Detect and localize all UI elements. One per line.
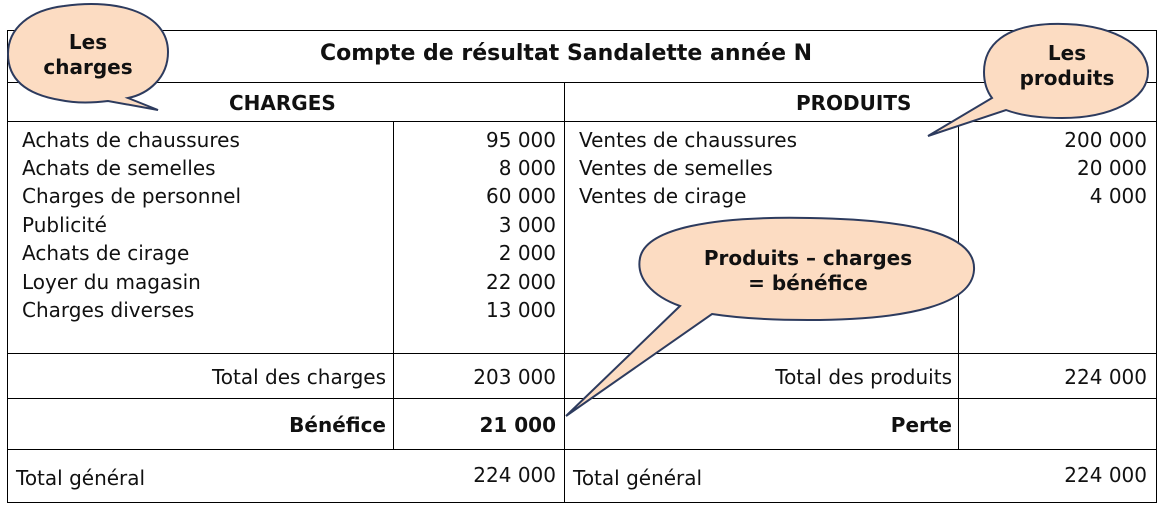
- produit-label: Ventes de semelles: [579, 156, 773, 180]
- charge-label: Achats de chaussures: [22, 128, 240, 152]
- produits-callout-text: Les produits: [1019, 41, 1115, 90]
- charge-label: Charges diverses: [22, 298, 195, 322]
- produit-value: 200 000: [1064, 128, 1147, 152]
- produit-label: Ventes de chaussures: [579, 128, 798, 152]
- benefice-callout-text: Produits – charges = bénéfice: [703, 246, 913, 295]
- charge-label: Achats de cirage: [22, 241, 190, 265]
- charge-value: 22 000: [486, 270, 556, 294]
- produit-value: 4 000: [1089, 184, 1147, 208]
- total-charges-value: 203 000: [473, 365, 556, 389]
- charge-label: Publicité: [22, 213, 107, 237]
- benefice-callout-bubble: [565, 216, 976, 417]
- benefice-label: Bénéfice: [289, 413, 386, 437]
- produit-value: 20 000: [1077, 156, 1147, 180]
- page-title: Compte de résultat Sandalette année N: [320, 41, 813, 66]
- produits-header: PRODUITS: [796, 91, 912, 115]
- produit-label: Ventes de cirage: [579, 184, 747, 208]
- charges-callout-text: Les charges: [43, 30, 133, 79]
- grand-total-produits-label: Total général: [573, 466, 703, 490]
- charge-label: Charges de personnel: [22, 184, 241, 208]
- charge-value: 3 000: [498, 213, 556, 237]
- charge-label: Achats de semelles: [22, 156, 216, 180]
- charge-value: 95 000: [486, 128, 556, 152]
- total-charges-label: Total des charges: [211, 365, 386, 389]
- charge-value: 60 000: [486, 184, 556, 208]
- charges-callout-bubble: [6, 3, 170, 111]
- grand-total-charges-value: 224 000: [473, 463, 556, 487]
- charge-value: 8 000: [498, 156, 556, 180]
- charge-label: Loyer du magasin: [22, 270, 201, 294]
- benefice-value: 21 000: [479, 413, 556, 437]
- grand-total-produits-value: 224 000: [1064, 463, 1147, 487]
- charges-header: CHARGES: [229, 91, 336, 115]
- total-produits-value: 224 000: [1064, 365, 1147, 389]
- grand-total-charges-label: Total général: [16, 466, 146, 490]
- charge-value: 13 000: [486, 298, 556, 322]
- perte-label: Perte: [890, 413, 952, 437]
- total-produits-label: Total des produits: [775, 365, 952, 389]
- produits-callout-bubble: [927, 22, 1150, 137]
- charge-value: 2 000: [498, 241, 556, 265]
